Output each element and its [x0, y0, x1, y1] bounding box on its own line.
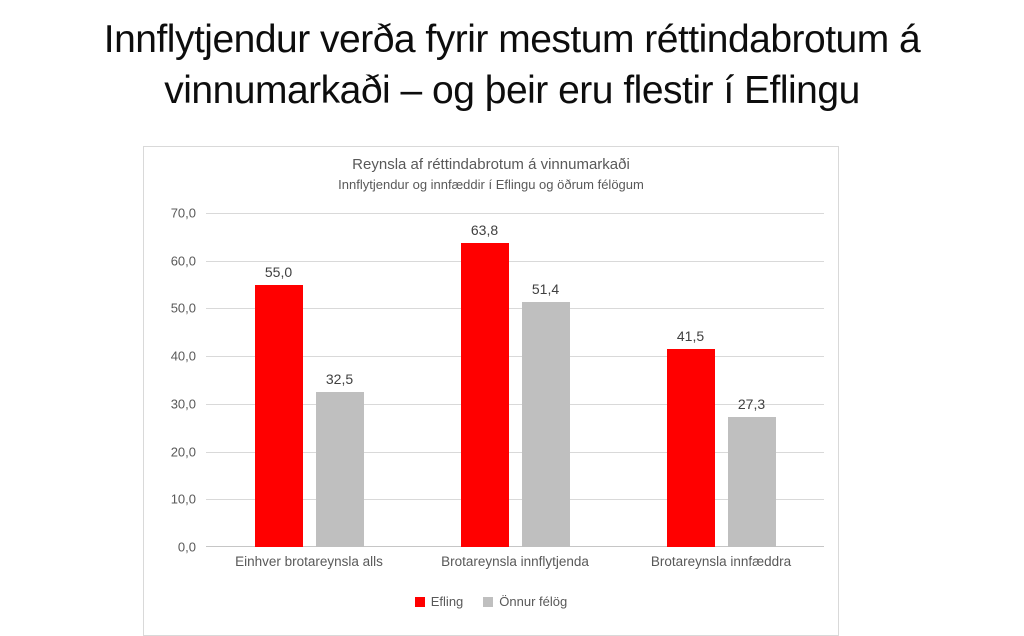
- y-tick-label: 10,0: [170, 491, 196, 507]
- gridline: [206, 452, 824, 453]
- bar-value-label: 55,0: [264, 263, 293, 280]
- bar-value-label: 41,5: [676, 328, 705, 344]
- gridline: [206, 213, 824, 214]
- category-label: Brotareynsla innfæddra: [650, 554, 792, 569]
- gridline: [206, 404, 824, 405]
- category-label: Brotareynsla innflytjenda: [441, 554, 589, 569]
- slide-title-line1: Innflytjendur verða fyrir mestum réttind…: [103, 18, 921, 61]
- category-label: Einhver brotareynsla alls: [235, 554, 383, 569]
- bar-group: 63,8 51,4: [412, 213, 618, 547]
- bar--nnur-f-l-g-1: 51,4: [521, 281, 570, 547]
- legend-label: Efling: [430, 594, 464, 609]
- gridline: [206, 356, 824, 357]
- y-tick-label: 20,0: [170, 444, 196, 460]
- legend-item-efling: Efling: [414, 594, 464, 609]
- y-tick-label: 60,0: [170, 253, 196, 269]
- bar-value-label: 63,8: [470, 221, 499, 238]
- gridline: [206, 308, 824, 309]
- legend: Efling Önnur félög: [144, 594, 838, 609]
- bar-value-label: 32,5: [325, 370, 354, 387]
- legend-swatch-efling: [414, 596, 425, 607]
- slide-title-line2: vinnumarkaði – og þeir eru flestir í Efl…: [164, 69, 860, 112]
- y-tick-label: 40,0: [170, 348, 196, 364]
- bar--nnur-f-l-g-0: 32,5: [315, 371, 364, 547]
- bar-value-label: 51,4: [531, 280, 560, 297]
- chart: Reynsla af réttindabrotum á vinnumarkaði…: [143, 146, 839, 636]
- bar-efling-1: 63,8: [460, 222, 509, 547]
- bar-efling-2: 41,5: [666, 328, 715, 547]
- bar-group: 55,0 32,5: [206, 213, 412, 547]
- gridline: [206, 261, 824, 262]
- y-tick-label: 30,0: [170, 396, 196, 412]
- chart-subtitle: Innflytjendur og innfæddir í Eflingu og …: [338, 177, 644, 192]
- category-axis: Einhver brotareynsla alls Brotareynsla in…: [206, 554, 824, 569]
- legend-label: Önnur félög: [499, 594, 568, 609]
- y-tick-label: 0,0: [177, 539, 196, 555]
- gridline: [206, 499, 824, 500]
- bar-groups: 55,0 32,5 63,8 51,4 41,5 27,3: [206, 213, 824, 547]
- chart-title: Reynsla af réttindabrotum á vinnumarkaði: [352, 156, 630, 173]
- legend-item--nnur-f-l-g: Önnur félög: [483, 594, 567, 609]
- legend-swatch--nnur-f-l-g: [483, 596, 494, 607]
- bar-group: 41,5 27,3: [618, 213, 824, 547]
- y-tick-label: 70,0: [170, 205, 196, 221]
- y-tick-label: 50,0: [170, 300, 196, 316]
- bar-value-label: 27,3: [737, 395, 766, 412]
- bar-efling-0: 55,0: [254, 264, 303, 547]
- bar--nnur-f-l-g-2: 27,3: [727, 396, 776, 547]
- slide-title: Innflytjendur verða fyrir mestum réttind…: [0, 14, 1024, 116]
- gridline: [206, 546, 824, 547]
- plot-area: 55,0 32,5 63,8 51,4 41,5 27,3 0,0 10,0 20,0 30,0…: [171, 206, 824, 555]
